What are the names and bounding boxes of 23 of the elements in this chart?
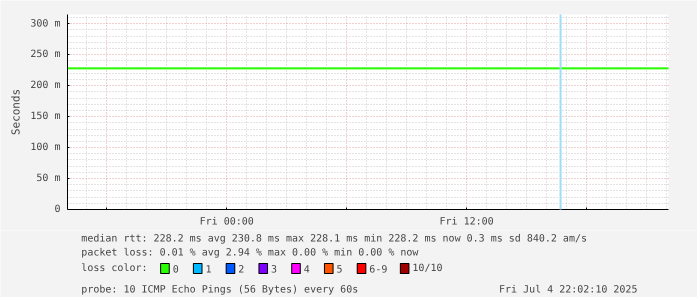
legend-title: loss color: (81, 263, 148, 274)
text: packet loss: 0.01 % avg 2.94 % max 0.00 % min 0.00 % now (81, 248, 420, 258)
legend-label: 3 (270, 264, 278, 276)
text: probe: 10 ICMP Echo Pings (56 Bytes) every 60s (81, 284, 358, 296)
legend-label: 5 (336, 264, 343, 276)
text: median rtt: 228.2 ms avg 230.8 ms max 228.1 ms min 228.2 ms now 0.3 ms sd 840.2 am/s (81, 234, 588, 244)
y-tick-label: 200 m (30, 80, 61, 92)
legend-label: 2 (238, 264, 244, 276)
text: Fri Jul 4 22:02:10 2025 (499, 284, 638, 296)
x-tick-label: Fri 12:00 (440, 216, 494, 228)
legend-label: 0 (172, 264, 179, 276)
y-tick-label: 250 m (30, 49, 61, 60)
y-tick-label: 100 m (30, 142, 61, 154)
y-tick-label: 150 m (30, 111, 61, 122)
legend-label: 1 (205, 264, 212, 276)
y-axis-title: Seconds (9, 88, 22, 136)
legend-label: 6-9 (369, 264, 388, 276)
legend-label: 10/10 (412, 263, 443, 274)
y-tick-label: 0 (54, 204, 61, 215)
legend-label: 4 (304, 264, 310, 276)
y-tick-label: 50 m (36, 173, 61, 184)
x-tick-label: Fri 00:00 (200, 216, 254, 228)
y-tick-label: 300 m (30, 18, 61, 30)
